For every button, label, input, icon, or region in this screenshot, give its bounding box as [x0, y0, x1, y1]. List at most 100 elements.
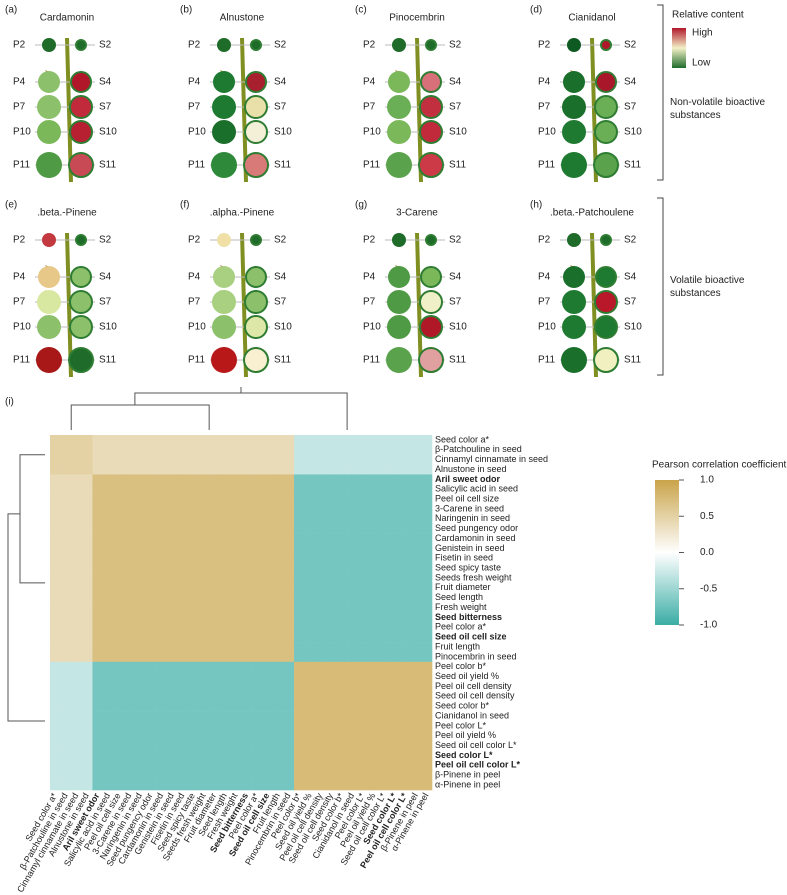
heat-cell [60, 760, 72, 771]
heat-cell [166, 573, 178, 584]
heat-cell [60, 563, 72, 574]
heat-cell [71, 602, 83, 613]
heat-cell [357, 711, 369, 722]
heat-cell [145, 553, 157, 564]
heat-cell [81, 632, 93, 643]
panel-title: .beta.-Patchoulene [550, 208, 634, 219]
heat-cell [368, 750, 380, 761]
heat-cell [378, 661, 390, 672]
heat-cell [357, 720, 369, 732]
row-label: Aril sweet odor [435, 474, 501, 484]
heat-cell [357, 573, 369, 584]
heat-cell [357, 444, 369, 456]
heat-cell [336, 464, 348, 475]
p-dot [37, 120, 61, 144]
heat-cell [241, 780, 252, 791]
heat-cell [198, 484, 210, 495]
heat-cell [71, 642, 83, 653]
heat-cell [230, 602, 242, 613]
heat-cell [187, 504, 199, 515]
heat-cell [400, 474, 412, 485]
heat-cell [156, 533, 168, 544]
heat-cell [145, 671, 157, 682]
heat-cell [347, 513, 359, 525]
heat-cell [272, 632, 284, 643]
heat-cell [177, 592, 189, 603]
heat-cell [71, 513, 83, 525]
s-stage: S7 [449, 102, 462, 113]
heat-cell [187, 553, 199, 564]
heat-cell [262, 513, 274, 525]
s-dot [68, 347, 94, 373]
s-stage: S10 [274, 322, 292, 333]
heat-cell [156, 691, 168, 702]
heat-cell [251, 612, 263, 623]
heat-cell [347, 701, 359, 712]
heat-cell [187, 730, 199, 741]
p-dot [213, 266, 235, 288]
heat-cell [187, 740, 199, 751]
heat-cell [421, 622, 433, 633]
heat-cell [262, 671, 274, 682]
heat-cell [166, 513, 178, 525]
p-stage: P2 [188, 235, 201, 246]
heat-cell [230, 651, 242, 663]
heat-cell [71, 533, 83, 544]
heat-cell [209, 474, 221, 485]
heat-cell [368, 730, 380, 741]
heat-cell [71, 444, 83, 456]
heat-cell [166, 701, 178, 712]
heat-cell [336, 642, 348, 653]
heat-cell [272, 494, 284, 505]
heat-cell [103, 661, 114, 672]
heat-cell [60, 494, 72, 505]
heat-cell [219, 592, 231, 603]
heat-cell [389, 720, 401, 732]
heat-cell [166, 533, 178, 544]
heat-cell [251, 504, 263, 515]
heat-cell [103, 671, 114, 682]
heat-cell [92, 602, 104, 613]
heat-cell [378, 435, 390, 446]
heat-cell [262, 770, 274, 781]
heat-cell [124, 582, 136, 594]
heat-cell [325, 750, 337, 761]
heat-cell [113, 582, 125, 594]
heat-cell [145, 494, 157, 505]
heat-cell [272, 474, 284, 485]
heat-cell [294, 642, 305, 653]
heat-cell [283, 632, 295, 643]
heat-cell [378, 533, 390, 544]
heat-cell [50, 760, 61, 771]
heat-cell [166, 563, 178, 574]
p-stage: P7 [13, 102, 26, 113]
heat-cell [389, 474, 401, 485]
heat-cell [156, 444, 168, 456]
s-stage: S2 [274, 40, 287, 51]
heat-cell [103, 622, 114, 633]
heat-cell [81, 504, 93, 515]
heat-cell [389, 494, 401, 505]
p-stage: P4 [538, 77, 551, 88]
heat-cell [304, 632, 316, 643]
heat-cell [198, 720, 210, 732]
heat-cell [325, 632, 337, 643]
heat-cell [315, 494, 327, 505]
heat-cell [177, 464, 189, 475]
heat-cell [389, 711, 401, 722]
s-stage: S7 [99, 297, 112, 308]
p-stage: P2 [538, 40, 551, 51]
heat-cell [251, 494, 263, 505]
heat-cell [92, 543, 104, 554]
heat-cell [71, 701, 83, 712]
heat-cell [368, 740, 380, 751]
heat-cell [368, 573, 380, 584]
heat-cell [347, 523, 359, 534]
heat-cell [156, 582, 168, 594]
heat-cell [60, 533, 72, 544]
heat-cell [60, 730, 72, 741]
heat-cell [219, 513, 231, 525]
heat-cell [325, 770, 337, 781]
heat-cell [421, 484, 433, 495]
heat-cell [262, 760, 274, 771]
